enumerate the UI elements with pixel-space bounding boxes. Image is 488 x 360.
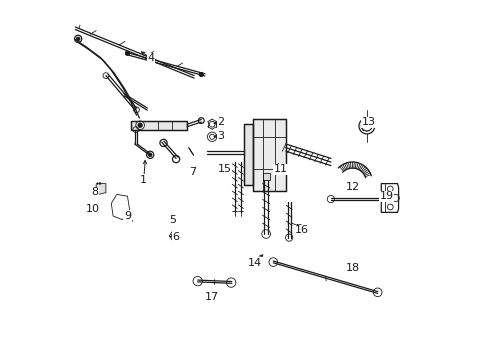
Text: 18: 18 <box>345 263 359 273</box>
Text: 19: 19 <box>379 191 393 201</box>
Text: 16: 16 <box>294 225 308 235</box>
Text: 8: 8 <box>91 187 99 197</box>
Text: 1: 1 <box>140 175 147 185</box>
Text: 2: 2 <box>217 117 224 127</box>
Polygon shape <box>262 173 269 180</box>
Circle shape <box>148 153 152 157</box>
Circle shape <box>76 37 80 41</box>
Text: 14: 14 <box>248 258 262 268</box>
Circle shape <box>138 123 142 127</box>
Text: 17: 17 <box>204 292 219 302</box>
Text: 3: 3 <box>217 131 224 141</box>
Text: 15: 15 <box>217 164 231 174</box>
Text: 11: 11 <box>273 164 287 174</box>
Text: 6: 6 <box>172 232 179 242</box>
Text: 5: 5 <box>169 215 176 225</box>
Circle shape <box>125 51 129 55</box>
Text: 10: 10 <box>86 204 100 214</box>
Text: 9: 9 <box>123 211 131 221</box>
Text: 13: 13 <box>361 117 375 127</box>
Text: 7: 7 <box>188 167 196 177</box>
Text: 4: 4 <box>147 53 154 63</box>
Polygon shape <box>253 119 285 191</box>
Text: 12: 12 <box>345 182 359 192</box>
Polygon shape <box>96 184 106 194</box>
Polygon shape <box>131 121 186 130</box>
Polygon shape <box>244 124 253 185</box>
Circle shape <box>199 72 203 77</box>
